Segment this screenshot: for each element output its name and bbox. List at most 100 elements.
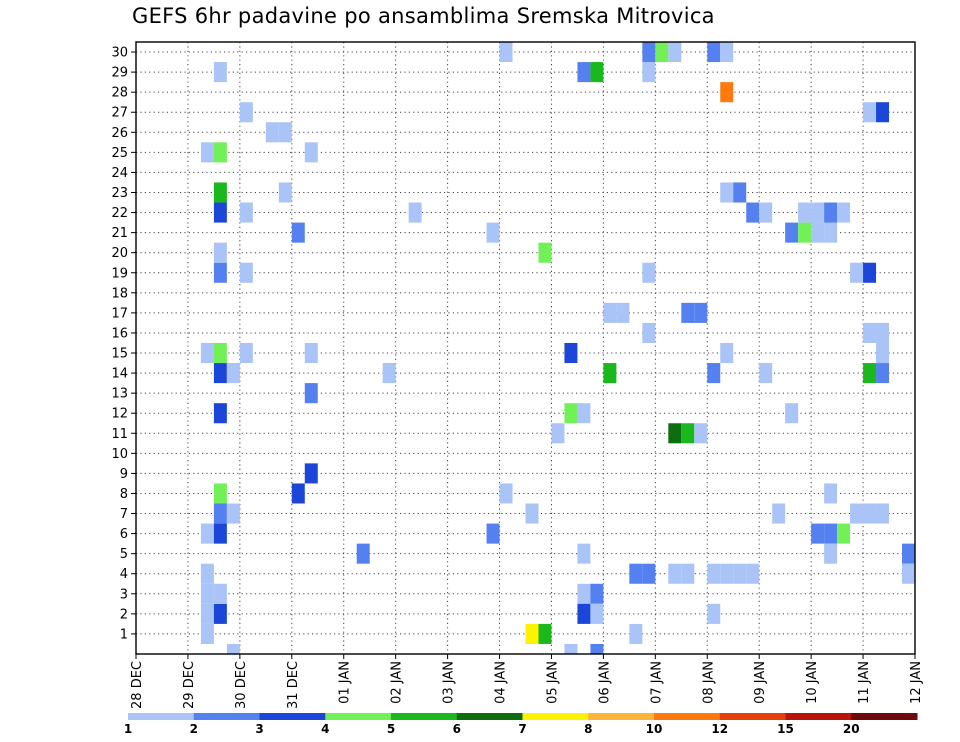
precip-cell <box>668 563 682 584</box>
y-tick-label: 27 <box>111 106 128 121</box>
precip-cell <box>200 342 214 364</box>
precip-cell <box>824 222 838 243</box>
plot-frame <box>135 41 916 655</box>
colorbar-label: 4 <box>321 722 329 736</box>
precip-cell <box>707 42 721 63</box>
precip-cell <box>408 202 422 223</box>
precip-cell <box>603 363 617 384</box>
colorbar-segment <box>719 713 786 720</box>
colorbar-segment <box>851 713 918 720</box>
precip-cell <box>733 182 747 203</box>
y-tick-label: 28 <box>111 86 128 101</box>
precip-cell <box>239 102 253 123</box>
colorbar-segment <box>654 713 721 720</box>
precip-cell <box>525 623 539 644</box>
y-tick-label: 9 <box>120 467 128 482</box>
precip-cell <box>213 342 227 364</box>
y-tick-label: 11 <box>111 427 128 442</box>
colorbar-label: 1 <box>124 722 132 736</box>
colorbar-label: 15 <box>777 722 794 736</box>
precip-cell <box>720 182 734 203</box>
precip-cell <box>746 202 760 223</box>
precip-cell <box>876 503 890 524</box>
y-tick-label: 15 <box>111 347 128 362</box>
y-tick-label: 7 <box>120 507 128 522</box>
colorbar-label: 6 <box>453 722 461 736</box>
data-cells <box>200 42 915 654</box>
precip-cell <box>876 322 890 343</box>
precip-cell <box>707 603 721 624</box>
precip-cell <box>720 82 734 103</box>
precip-cell <box>226 643 240 654</box>
precip-cell <box>798 202 812 223</box>
colorbar-label: 7 <box>518 722 526 736</box>
precip-cell <box>798 222 812 243</box>
precip-cell <box>213 583 227 604</box>
precip-cell <box>239 262 253 283</box>
precip-cell <box>499 483 513 504</box>
precip-cell <box>863 322 877 343</box>
x-tick-label: 30 DEC <box>234 661 249 709</box>
precip-cell <box>226 503 240 524</box>
precip-cell <box>863 363 877 384</box>
precip-cell <box>304 342 318 364</box>
precip-cell <box>746 563 760 584</box>
precip-cell <box>239 342 253 364</box>
precip-cell <box>525 503 539 524</box>
precip-cell <box>538 242 552 263</box>
precip-cell <box>824 523 838 544</box>
precip-cell <box>642 322 656 343</box>
precip-cell <box>876 363 890 384</box>
precip-cell <box>590 583 604 604</box>
precip-cell <box>720 342 734 364</box>
precip-cell <box>200 583 214 604</box>
precip-cell <box>824 543 838 564</box>
colorbar-label: 20 <box>843 722 860 736</box>
y-tick-label: 5 <box>120 547 128 562</box>
colorbar: 1 2 3 4 5 6 7 8 10 12 15 20 <box>124 713 918 736</box>
precip-cell <box>577 62 591 83</box>
precip-cell <box>850 503 864 524</box>
precip-cell <box>616 302 630 323</box>
colorbar-label: 2 <box>190 722 198 736</box>
y-tick-label: 21 <box>111 226 128 241</box>
precip-cell <box>291 222 305 243</box>
colorbar-label: 10 <box>646 722 663 736</box>
precip-cell <box>876 342 890 364</box>
y-tick-label: 3 <box>120 587 128 602</box>
x-tick-label: 06 JAN <box>597 661 612 704</box>
precip-cell <box>811 523 825 544</box>
grid-lines <box>136 42 915 654</box>
precip-cell <box>785 403 799 424</box>
colorbar-label: 5 <box>387 722 395 736</box>
y-tick-label: 20 <box>111 246 128 261</box>
precip-cell <box>694 302 708 323</box>
precip-cell <box>226 363 240 384</box>
precip-cell <box>200 603 214 624</box>
x-tick-label: 10 JAN <box>805 661 820 704</box>
precip-cell <box>499 42 513 63</box>
y-tick-label: 1 <box>120 627 128 642</box>
precip-cell <box>655 42 669 63</box>
precip-cell <box>265 122 279 143</box>
y-tick-label: 24 <box>111 166 128 181</box>
precip-cell <box>304 463 318 484</box>
precip-cell <box>278 182 292 203</box>
precip-cell <box>213 503 227 524</box>
precip-cell <box>863 503 877 524</box>
precip-cell <box>590 643 604 654</box>
x-tick-label: 05 JAN <box>545 661 560 704</box>
precip-cell <box>577 403 591 424</box>
precip-cell <box>720 563 734 584</box>
y-tick-label: 6 <box>120 527 128 542</box>
precip-cell <box>759 202 773 223</box>
y-tick-label: 4 <box>120 567 128 582</box>
precip-cell <box>200 563 214 584</box>
colorbar-label: 3 <box>255 722 263 736</box>
precip-cell <box>876 102 890 123</box>
precip-cell <box>278 122 292 143</box>
precip-cell <box>213 483 227 504</box>
x-tick-label: 03 JAN <box>442 661 457 704</box>
y-tick-label: 22 <box>111 206 128 221</box>
